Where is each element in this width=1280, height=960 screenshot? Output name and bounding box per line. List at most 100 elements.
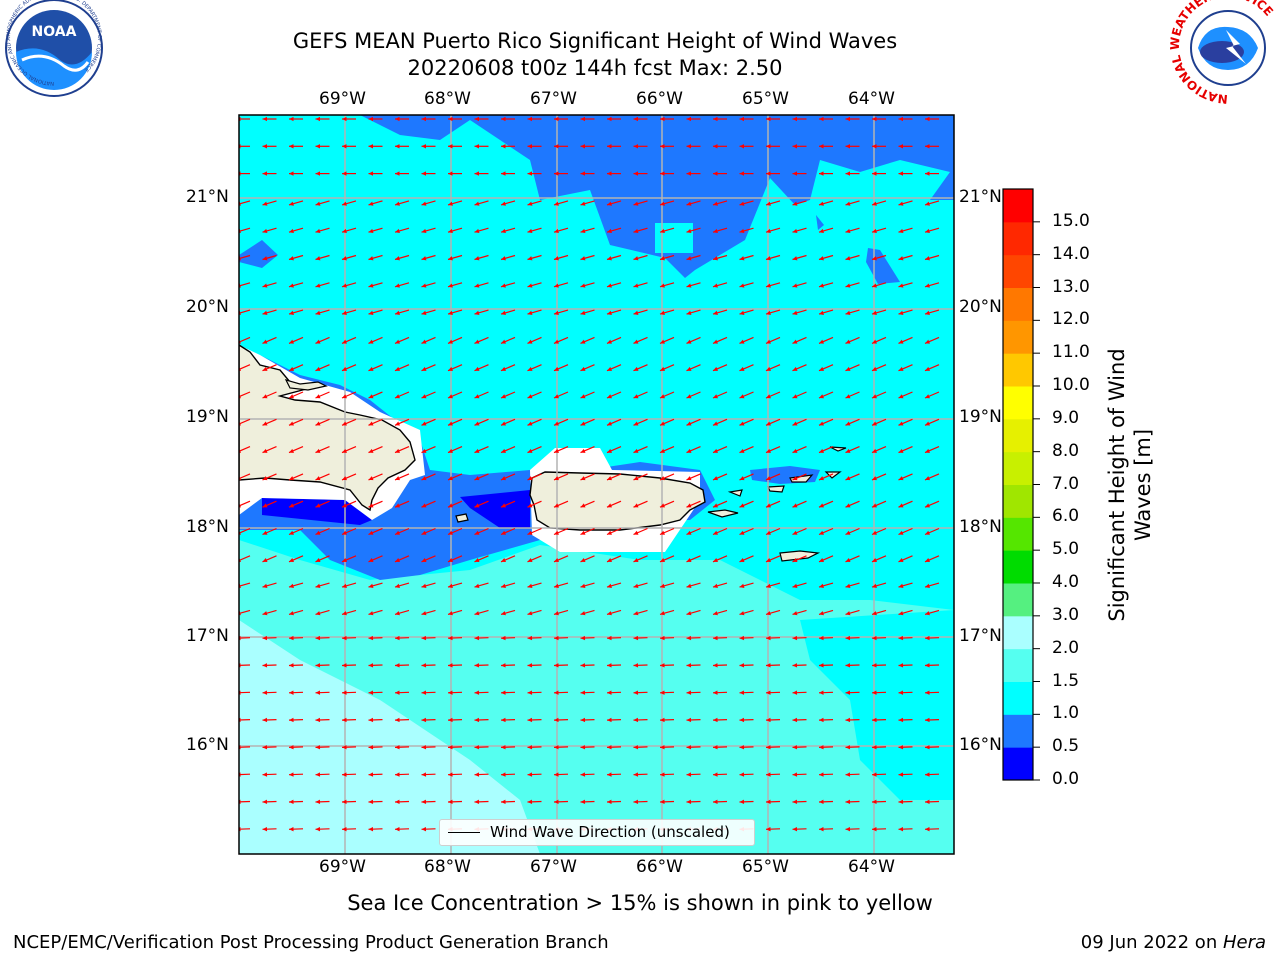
wind-wave-arrowhead bbox=[527, 283, 533, 288]
wind-wave-arrowhead bbox=[925, 558, 930, 563]
wind-wave-arrowhead bbox=[474, 799, 480, 805]
wind-wave-arrowhead bbox=[315, 171, 321, 176]
wind-wave-arrowhead bbox=[501, 799, 506, 805]
noaa-logo: NOAA NATIONAL OCEANIC AND ATMOSPHERIC AD… bbox=[5, 0, 103, 97]
wind-wave-arrowhead bbox=[421, 663, 427, 668]
wind-wave-arrowhead bbox=[448, 530, 453, 535]
wind-wave-arrowhead bbox=[872, 799, 877, 805]
wind-wave-arrowhead bbox=[898, 611, 904, 616]
wind-wave-arrowhead bbox=[739, 171, 745, 176]
wind-wave-arrowhead bbox=[872, 310, 877, 315]
colorbar-swatch bbox=[1003, 484, 1033, 518]
wind-wave-arrowhead bbox=[315, 745, 321, 750]
wind-wave-arrowhead bbox=[262, 421, 268, 426]
wind-wave-arrowhead bbox=[342, 476, 347, 481]
wind-wave-arrowhead bbox=[315, 448, 321, 453]
wind-wave-arrowhead bbox=[925, 530, 930, 535]
wind-wave-arrowhead bbox=[474, 690, 480, 695]
wind-wave-arrowhead bbox=[792, 745, 798, 750]
legend-line-icon bbox=[448, 832, 480, 833]
wind-wave-arrowhead bbox=[395, 171, 400, 176]
wind-wave-arrowhead bbox=[792, 530, 798, 535]
wind-wave-arrowhead bbox=[395, 690, 400, 695]
wind-wave-arrowhead bbox=[925, 690, 930, 695]
wind-wave-arrowhead bbox=[395, 503, 400, 508]
colorbar-swatch bbox=[1003, 583, 1033, 617]
wind-wave-arrowhead bbox=[527, 116, 533, 122]
wind-wave-arrowhead bbox=[501, 116, 506, 122]
wind-wave-arrowhead bbox=[792, 366, 798, 371]
wind-wave-arrowhead bbox=[580, 310, 586, 315]
wind-wave-arrowhead bbox=[819, 476, 824, 481]
wind-wave-arrowhead bbox=[421, 583, 427, 588]
wind-wave-arrowhead bbox=[501, 635, 506, 641]
wind-wave-arrowhead bbox=[898, 201, 904, 206]
lon-label-bottom: 69°W bbox=[319, 857, 366, 877]
wind-wave-arrowhead bbox=[342, 503, 347, 508]
wind-wave-arrowhead bbox=[501, 690, 506, 695]
wind-wave-arrowhead bbox=[607, 558, 612, 563]
wind-wave-arrowhead bbox=[315, 228, 321, 234]
wind-wave-arrow bbox=[239, 254, 251, 260]
wind-wave-arrowhead bbox=[607, 201, 612, 206]
wind-wave-arrowhead bbox=[925, 717, 930, 723]
wind-wave-arrow bbox=[239, 309, 251, 314]
wind-wave-arrowhead bbox=[368, 503, 374, 508]
wind-wave-arrowhead bbox=[819, 144, 824, 149]
wind-wave-arrowhead bbox=[262, 366, 268, 371]
wind-wave-arrowhead bbox=[474, 201, 480, 206]
wind-wave-arrowhead bbox=[925, 256, 930, 261]
wind-wave-arrowhead bbox=[289, 144, 294, 149]
wind-wave-arrowhead bbox=[766, 558, 771, 563]
wind-wave-arrowhead bbox=[713, 745, 718, 750]
wind-wave-arrowhead bbox=[315, 116, 321, 122]
wind-wave-arrowhead bbox=[792, 256, 798, 261]
wind-wave-arrowhead bbox=[448, 366, 453, 371]
wind-wave-arrowhead bbox=[792, 558, 798, 563]
wind-wave-arrowhead bbox=[421, 690, 427, 695]
wind-wave-arrowhead bbox=[289, 583, 294, 588]
wind-wave-arrowhead bbox=[474, 476, 480, 481]
wind-wave-arrowhead bbox=[474, 283, 480, 288]
wind-wave-arrowhead bbox=[289, 339, 294, 344]
wind-wave-arrowhead bbox=[448, 717, 453, 723]
lon-label-bottom: 68°W bbox=[424, 857, 471, 877]
wind-wave-arrowhead bbox=[713, 717, 718, 723]
wind-wave-arrowhead bbox=[713, 558, 718, 563]
wind-wave-arrowhead bbox=[766, 503, 771, 508]
wind-wave-arrowhead bbox=[395, 366, 400, 371]
wind-wave-arrowhead bbox=[580, 772, 586, 777]
wind-wave-arrowhead bbox=[925, 366, 930, 371]
wind-wave-arrowhead bbox=[713, 530, 718, 535]
wind-wave-arrowhead bbox=[660, 310, 665, 315]
wind-wave-arrowhead bbox=[766, 448, 771, 453]
wind-wave-arrowhead bbox=[474, 366, 480, 371]
wind-wave-arrowhead bbox=[474, 530, 480, 535]
wind-wave-arrowhead bbox=[501, 745, 506, 750]
wind-wave-arrowhead bbox=[607, 611, 612, 616]
wind-wave-arrowhead bbox=[342, 745, 347, 750]
wind-wave-arrowhead bbox=[819, 339, 824, 344]
wind-wave-arrowhead bbox=[633, 339, 639, 344]
wind-wave-arrowhead bbox=[315, 530, 321, 535]
wind-wave-arrowhead bbox=[633, 503, 639, 508]
wind-wave-arrowhead bbox=[713, 144, 718, 149]
wind-wave-arrowhead bbox=[766, 394, 771, 399]
wind-wave-arrowhead bbox=[739, 256, 745, 261]
wind-wave-arrowhead bbox=[342, 530, 347, 535]
wind-wave-arrowhead bbox=[872, 144, 877, 149]
wind-wave-arrowhead bbox=[527, 421, 533, 426]
wind-wave-arrowhead bbox=[792, 116, 798, 122]
wind-wave-arrowhead bbox=[421, 256, 427, 261]
wind-wave-arrowhead bbox=[262, 530, 268, 535]
wind-wave-arrowhead bbox=[792, 394, 798, 399]
wind-wave-arrowhead bbox=[474, 394, 480, 399]
wind-wave-arrowhead bbox=[686, 663, 692, 668]
colorbar-swatch bbox=[1003, 615, 1033, 650]
wind-wave-arrowhead bbox=[421, 144, 427, 149]
wind-wave-arrowhead bbox=[554, 448, 559, 453]
wind-wave-arrowhead bbox=[342, 826, 347, 832]
wind-wave-arrowhead bbox=[395, 448, 400, 453]
wind-wave-arrowhead bbox=[872, 394, 877, 399]
wind-wave-arrowhead bbox=[262, 283, 268, 288]
